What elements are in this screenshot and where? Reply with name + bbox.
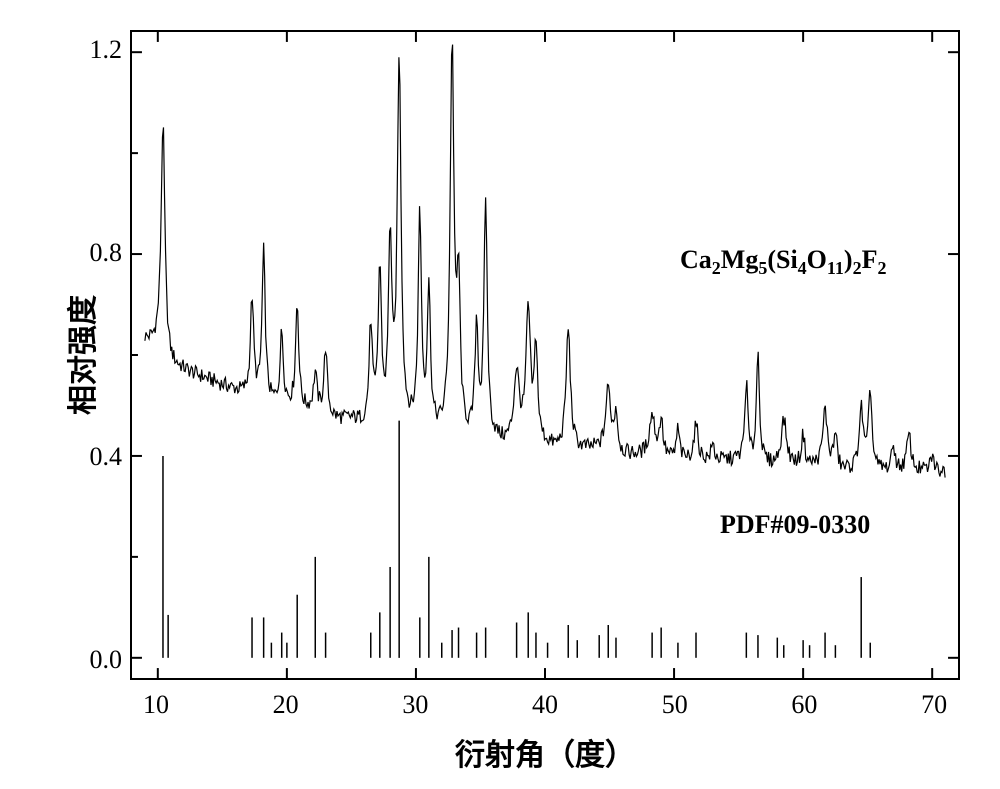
y-tick-label: 1.2 bbox=[90, 35, 123, 65]
x-tick-label: 10 bbox=[143, 690, 169, 720]
x-tick-label: 60 bbox=[791, 690, 817, 720]
x-tick-label: 70 bbox=[921, 690, 947, 720]
y-axis-label: 相对强度 bbox=[58, 295, 102, 415]
x-tick-label: 40 bbox=[532, 690, 558, 720]
plot-area bbox=[130, 30, 960, 680]
x-axis-label: 衍射角（度） bbox=[455, 730, 635, 774]
x-tick-label: 30 bbox=[402, 690, 428, 720]
x-tick-label: 50 bbox=[662, 690, 688, 720]
x-tick-label: 20 bbox=[273, 690, 299, 720]
y-tick-label: 0.8 bbox=[90, 238, 123, 268]
chart-annotation: Ca2Mg5(Si4O11)2F2 bbox=[680, 245, 886, 279]
xrd-chart: 相对强度 衍射角（度） 0.0 0.4 0.8 1.2 10 20 30 40 50 60 70 C… bbox=[0, 0, 1000, 789]
chart-annotation: PDF#09-0330 bbox=[720, 510, 870, 540]
spectrum-svg bbox=[132, 32, 958, 678]
y-tick-label: 0.4 bbox=[90, 442, 123, 472]
y-tick-label: 0.0 bbox=[90, 645, 123, 675]
